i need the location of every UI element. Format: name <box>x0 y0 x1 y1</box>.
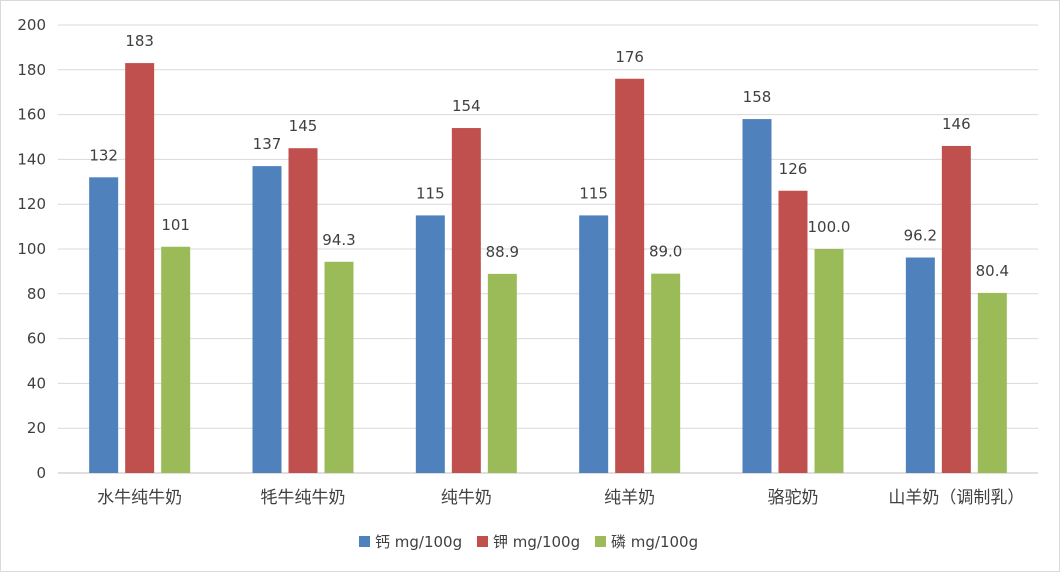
data-label: 176 <box>615 48 644 66</box>
legend-label: 磷 mg/100g <box>611 533 698 551</box>
data-labels: 132 183 101 137 145 94.3 115 154 88.9 115 176 89.0 1… <box>89 32 1009 280</box>
bar <box>742 119 772 473</box>
y-axis-tick-labels: 0 20 40 60 80 100 120 140 160 180 200 <box>17 16 46 482</box>
legend-swatch <box>359 536 370 547</box>
y-tick-label: 120 <box>17 195 46 213</box>
y-tick-label: 180 <box>17 61 46 79</box>
y-tick-label: 160 <box>17 106 46 124</box>
bar <box>579 215 609 473</box>
data-label: 137 <box>253 135 282 153</box>
bar <box>89 177 119 473</box>
legend-swatch <box>477 536 488 547</box>
bar <box>125 63 155 474</box>
data-label: 88.9 <box>486 243 519 261</box>
data-label: 132 <box>89 146 118 164</box>
bar <box>451 128 481 473</box>
y-tick-label: 20 <box>27 419 46 437</box>
y-tick-label: 40 <box>27 374 46 392</box>
x-category-label: 纯羊奶 <box>604 488 655 508</box>
bar <box>161 246 191 473</box>
bar <box>941 145 971 473</box>
bar <box>814 249 844 473</box>
data-label: 183 <box>125 32 154 50</box>
y-tick-label: 80 <box>27 285 46 303</box>
y-tick-label: 60 <box>27 330 46 348</box>
bar <box>487 273 517 473</box>
bar <box>778 190 808 473</box>
y-tick-label: 140 <box>17 150 46 168</box>
data-label: 154 <box>452 97 481 115</box>
x-category-label: 骆驼奶 <box>768 488 819 508</box>
data-label: 115 <box>416 184 445 202</box>
y-tick-label: 200 <box>17 16 46 34</box>
data-label: 96.2 <box>904 227 937 245</box>
data-label: 146 <box>942 115 971 133</box>
bar <box>651 273 681 473</box>
data-label: 80.4 <box>976 262 1009 280</box>
gridlines <box>58 24 1038 474</box>
data-label: 158 <box>743 88 772 106</box>
legend-label: 钙 mg/100g <box>375 533 462 551</box>
data-label: 126 <box>779 160 808 178</box>
data-label: 115 <box>579 184 608 202</box>
x-category-label: 牦牛纯牛奶 <box>261 488 346 508</box>
bar <box>288 148 318 473</box>
y-tick-label: 100 <box>17 240 46 258</box>
legend-label: 钾 mg/100g <box>493 533 580 551</box>
legend: 钙 mg/100g 钾 mg/100g 磷 mg/100g <box>359 533 698 551</box>
data-label: 145 <box>289 117 318 135</box>
legend-swatch <box>595 536 606 547</box>
x-category-label: 纯牛奶 <box>441 488 492 508</box>
bar <box>252 166 282 473</box>
data-label: 89.0 <box>649 243 682 261</box>
bar <box>905 257 935 473</box>
x-axis-category-labels: 水牛纯牛奶 牦牛纯牛奶 纯牛奶 纯羊奶 骆驼奶 山羊奶（调制乳） <box>97 488 1024 508</box>
bar <box>415 215 445 473</box>
bar <box>977 292 1007 473</box>
x-category-label: 水牛纯牛奶 <box>97 488 182 508</box>
y-tick-label: 0 <box>36 464 46 482</box>
data-label: 101 <box>161 216 190 234</box>
bar <box>615 78 645 473</box>
bars <box>89 63 1007 474</box>
data-label: 94.3 <box>322 231 355 249</box>
x-category-label: 山羊奶（调制乳） <box>888 488 1024 508</box>
bar <box>324 261 354 473</box>
data-label: 100.0 <box>808 218 851 236</box>
